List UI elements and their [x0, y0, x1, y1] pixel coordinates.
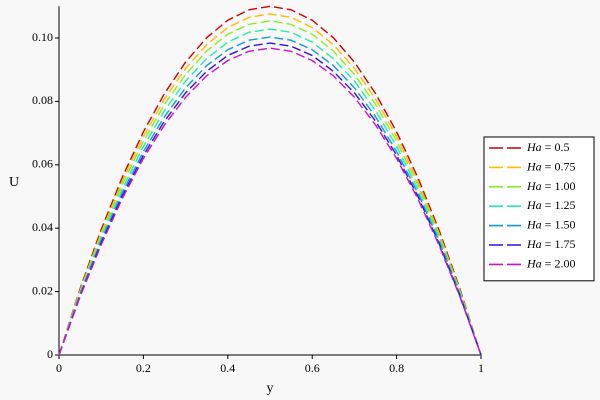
x-axis-label: y — [267, 381, 274, 396]
legend-label: Ha = 1.25 — [526, 198, 575, 212]
legend-label: Ha = 1.50 — [526, 217, 575, 231]
legend-label: Ha = 1.75 — [526, 237, 575, 251]
legend-label: Ha = 0.5 — [526, 140, 569, 154]
series-line — [58, 42, 482, 356]
x-tick-label: 0.4 — [220, 361, 235, 375]
y-tick-label: 0.08 — [32, 93, 53, 107]
y-tick-label: 0.06 — [32, 157, 53, 171]
legend-label: Ha = 2.00 — [526, 256, 575, 270]
x-tick-label: 0.8 — [389, 361, 404, 375]
legend-label: Ha = 0.75 — [526, 159, 575, 173]
y-tick-label: 0 — [47, 347, 53, 361]
series-line — [58, 47, 482, 356]
x-tick-label: 1 — [478, 361, 484, 375]
x-tick-label: 0.2 — [136, 361, 151, 375]
series-line — [58, 36, 482, 356]
y-axis-label: U — [9, 175, 19, 190]
x-tick-label: 0.6 — [305, 361, 320, 375]
series-line — [58, 13, 482, 356]
x-tick-label: 0 — [56, 361, 62, 375]
y-tick-label: 0.02 — [32, 283, 53, 297]
series-line — [58, 28, 482, 356]
legend-box — [483, 136, 595, 282]
y-tick-label: 0.04 — [32, 220, 53, 234]
y-tick-label: 0.10 — [32, 30, 53, 44]
series-line — [58, 20, 482, 356]
series-line — [58, 5, 482, 356]
legend-label: Ha = 1.00 — [526, 179, 575, 193]
